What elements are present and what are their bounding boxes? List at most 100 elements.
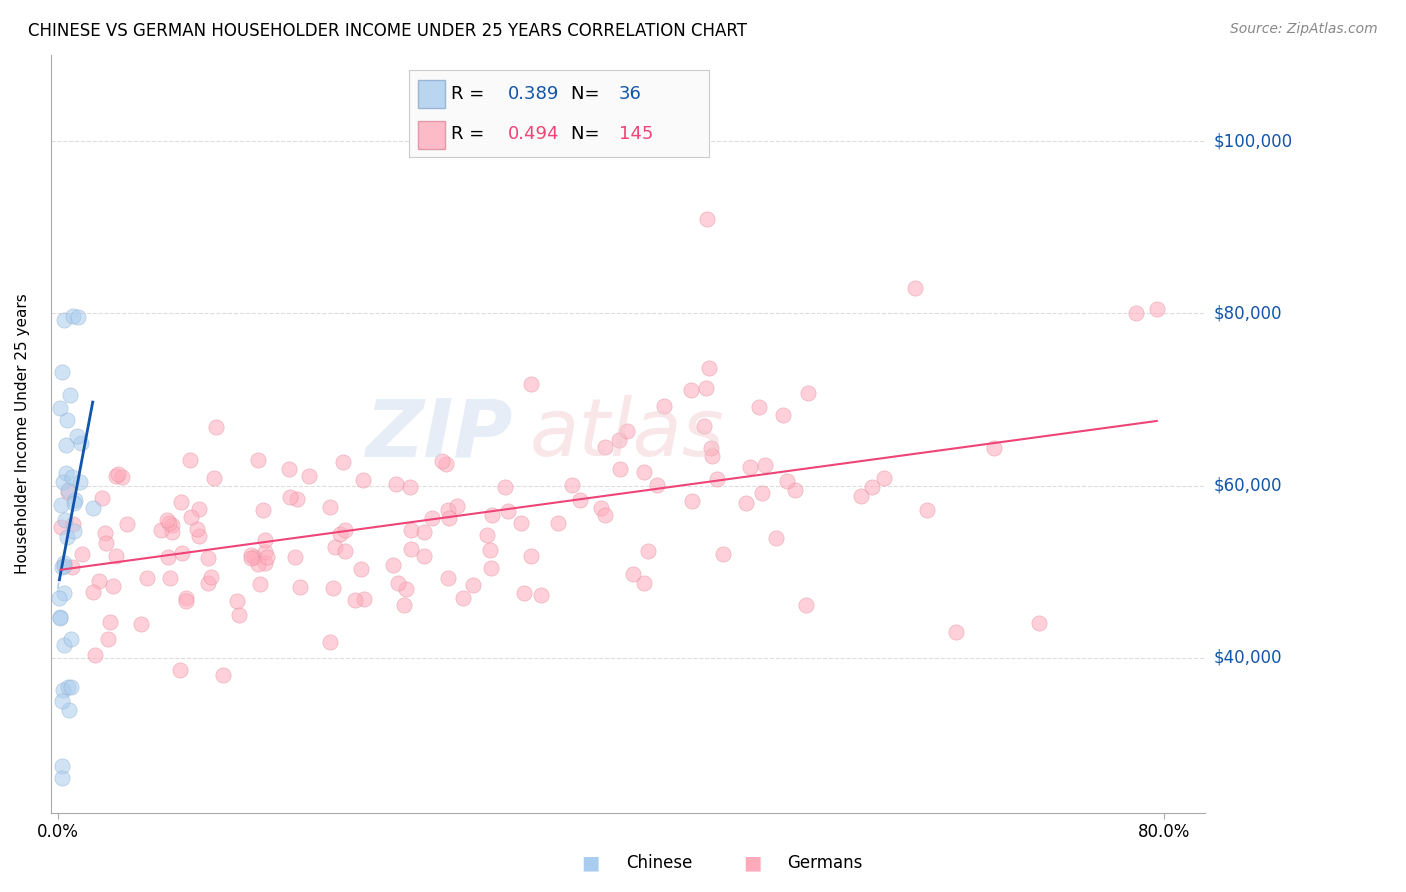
Point	[700, 442, 723, 456]
Point	[679, 384, 702, 398]
Point	[509, 516, 531, 531]
Point	[228, 607, 250, 622]
Point	[66, 429, 89, 443]
Point	[60, 632, 83, 647]
Point	[479, 561, 502, 575]
Point	[51, 499, 73, 513]
Point	[52, 559, 75, 574]
Point	[277, 461, 299, 475]
Point	[904, 280, 927, 294]
Point	[51, 772, 73, 786]
Point	[461, 578, 484, 592]
Point	[91, 491, 114, 505]
Point	[51, 694, 73, 708]
Text: CHINESE VS GERMAN HOUSEHOLDER INCOME UNDER 25 YEARS CORRELATION CHART: CHINESE VS GERMAN HOUSEHOLDER INCOME UND…	[28, 22, 747, 40]
Point	[59, 680, 82, 694]
Point	[696, 211, 718, 226]
Point	[692, 418, 714, 433]
Point	[55, 438, 77, 452]
Point	[156, 512, 179, 526]
Point	[700, 449, 723, 463]
Point	[437, 510, 460, 524]
Point	[49, 610, 72, 624]
Point	[298, 469, 321, 483]
Point	[104, 469, 127, 483]
Point	[243, 549, 266, 564]
Point	[256, 550, 278, 565]
Point	[595, 440, 617, 454]
Point	[872, 471, 894, 485]
Point	[49, 401, 72, 416]
Point	[56, 530, 79, 544]
Point	[437, 571, 460, 585]
Point	[82, 501, 104, 516]
Text: ZIP: ZIP	[366, 395, 513, 473]
Point	[49, 611, 72, 625]
Point	[174, 594, 197, 608]
Point	[353, 591, 375, 606]
Point	[52, 556, 75, 570]
Point	[385, 477, 408, 491]
Point	[107, 467, 129, 481]
Point	[135, 571, 157, 585]
Point	[398, 480, 420, 494]
Point	[52, 682, 75, 697]
Point	[170, 495, 193, 509]
Point	[149, 523, 172, 537]
Point	[794, 598, 817, 612]
Point	[67, 310, 90, 324]
Point	[319, 500, 342, 514]
Point	[748, 401, 770, 415]
Y-axis label: Householder Income Under 25 years: Householder Income Under 25 years	[15, 293, 30, 574]
Point	[333, 523, 356, 537]
Point	[785, 483, 807, 498]
Text: $40,000: $40,000	[1213, 648, 1282, 667]
Point	[105, 549, 128, 564]
Point	[332, 455, 354, 469]
Point	[561, 478, 583, 492]
Point	[187, 528, 209, 542]
Point	[254, 556, 277, 570]
Point	[344, 592, 367, 607]
Point	[240, 548, 263, 562]
Point	[254, 545, 277, 559]
Point	[706, 472, 728, 486]
Point	[711, 547, 734, 561]
Point	[247, 453, 270, 467]
Point	[478, 542, 501, 557]
Point	[422, 511, 444, 525]
Point	[399, 523, 422, 537]
Point	[70, 436, 93, 450]
Point	[697, 361, 720, 376]
Point	[695, 381, 717, 395]
Point	[616, 424, 638, 438]
Point	[772, 408, 794, 422]
Point	[254, 533, 277, 548]
Text: $60,000: $60,000	[1213, 476, 1282, 495]
Point	[82, 585, 104, 599]
Point	[87, 574, 110, 588]
Point	[568, 492, 591, 507]
Point	[58, 702, 80, 716]
Point	[55, 466, 77, 480]
Point	[205, 420, 228, 434]
Point	[111, 470, 134, 484]
Point	[498, 504, 520, 518]
Point	[188, 501, 211, 516]
Point	[322, 582, 344, 596]
Point	[350, 562, 373, 576]
Point	[329, 527, 352, 541]
Text: atlas: atlas	[530, 395, 724, 473]
Point	[94, 526, 117, 541]
Point	[530, 588, 553, 602]
Text: ■: ■	[581, 854, 600, 872]
Point	[159, 571, 181, 585]
Point	[633, 575, 655, 590]
Point	[172, 546, 194, 560]
Point	[174, 591, 197, 605]
Point	[98, 615, 121, 630]
Point	[129, 617, 152, 632]
Point	[399, 541, 422, 556]
Point	[115, 517, 138, 532]
Point	[226, 594, 249, 608]
